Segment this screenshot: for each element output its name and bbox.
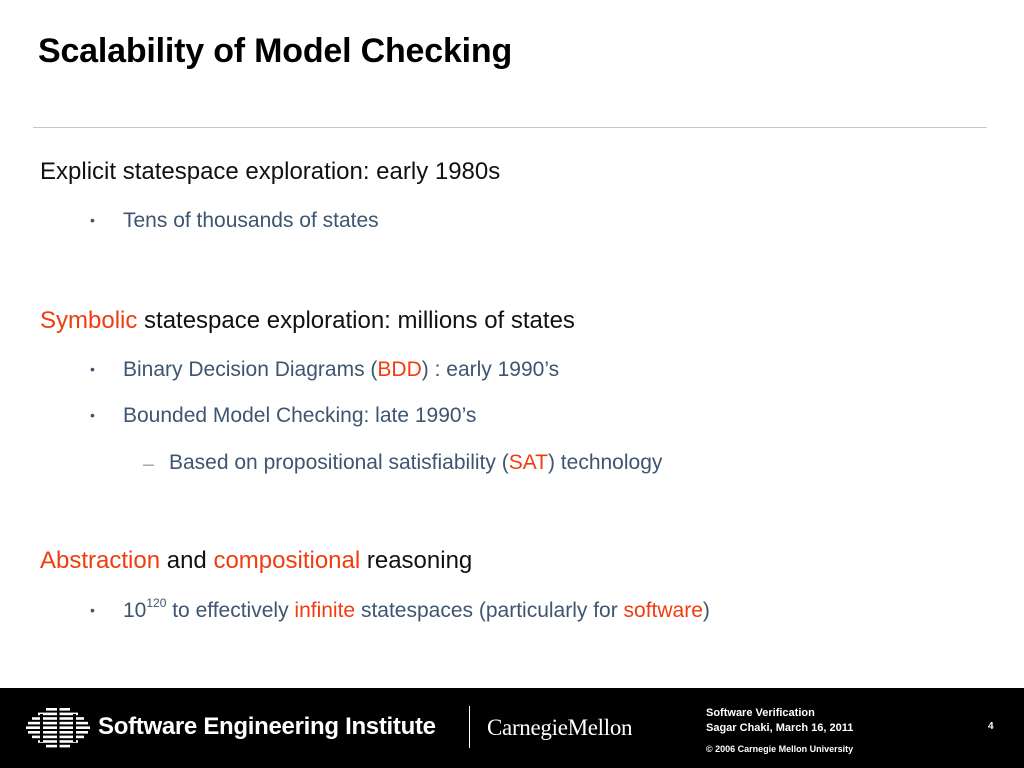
subbullet-text-post: ) technology xyxy=(547,451,663,474)
course-title: Software Verification xyxy=(706,707,815,719)
heading-rest: statespace exploration: millions of stat… xyxy=(137,307,575,334)
bullet-icon: • xyxy=(90,361,95,377)
bullet-infinite-statespaces: • 10120 to effectively infinite statespac… xyxy=(90,596,710,623)
bullet-text: Tens of thousands of states xyxy=(123,209,379,232)
dash-icon: — xyxy=(143,459,154,471)
bullet-icon: • xyxy=(90,212,95,228)
title-divider xyxy=(33,127,987,128)
bullet-icon: • xyxy=(90,602,95,618)
highlight-compositional: compositional xyxy=(213,547,361,574)
heading-mid: and xyxy=(160,547,214,574)
author-date: Sagar Chaki, March 16, 2011 xyxy=(706,722,854,734)
highlight-infinite: infinite xyxy=(294,599,356,622)
power-base: 10 xyxy=(123,599,147,622)
page-number: 4 xyxy=(988,721,994,732)
bullet-tens-of-thousands: • Tens of thousands of states xyxy=(90,209,379,233)
bullet-text: Bounded Model Checking: late 1990’s xyxy=(123,404,477,427)
bullet-bdd: • Binary Decision Diagrams (BDD) : early … xyxy=(90,358,559,382)
power-exponent: 120 xyxy=(146,596,167,610)
subbullet-sat: — Based on propositional satisfiability (… xyxy=(143,451,662,475)
slide-footer: Software Engineering Institute CarnegieM… xyxy=(0,688,1024,768)
highlight-sat: SAT xyxy=(508,451,548,474)
sei-logo-icon xyxy=(26,708,90,748)
footer-divider xyxy=(469,706,470,748)
bullet-text-post: ) : early 1990’s xyxy=(421,358,560,381)
bullet-icon: • xyxy=(90,407,95,423)
bullet-bounded-model-checking: • Bounded Model Checking: late 1990’s xyxy=(90,404,476,428)
cmu-wordmark: CarnegieMellon xyxy=(487,715,633,740)
heading-rest: reasoning xyxy=(360,547,473,574)
bullet-text-post: ) xyxy=(702,599,710,622)
copyright: © 2006 Carnegie Mellon University xyxy=(706,744,854,754)
bullet-text-pre: Binary Decision Diagrams ( xyxy=(123,358,378,381)
highlight-software: software xyxy=(623,599,703,622)
highlight-abstraction: Abstraction xyxy=(40,547,161,574)
section-heading-abstraction: Abstraction and compositional reasoning xyxy=(40,547,472,575)
bullet-text-mid: to effectively xyxy=(166,599,295,622)
footer-info: Software Verification Sagar Chaki, March… xyxy=(706,706,853,757)
bullet-text-mid2: statespaces (particularly for xyxy=(355,599,624,622)
section-heading-explicit: Explicit statespace exploration: early 1… xyxy=(40,158,501,185)
sei-wordmark: Software Engineering Institute xyxy=(98,713,436,740)
section-heading-symbolic: Symbolic statespace exploration: million… xyxy=(40,307,575,335)
slide-title: Scalability of Model Checking xyxy=(38,32,513,70)
highlight-bdd: BDD xyxy=(377,358,422,381)
subbullet-text-pre: Based on propositional satisfiability ( xyxy=(169,451,509,474)
highlight-symbolic: Symbolic xyxy=(40,307,138,334)
